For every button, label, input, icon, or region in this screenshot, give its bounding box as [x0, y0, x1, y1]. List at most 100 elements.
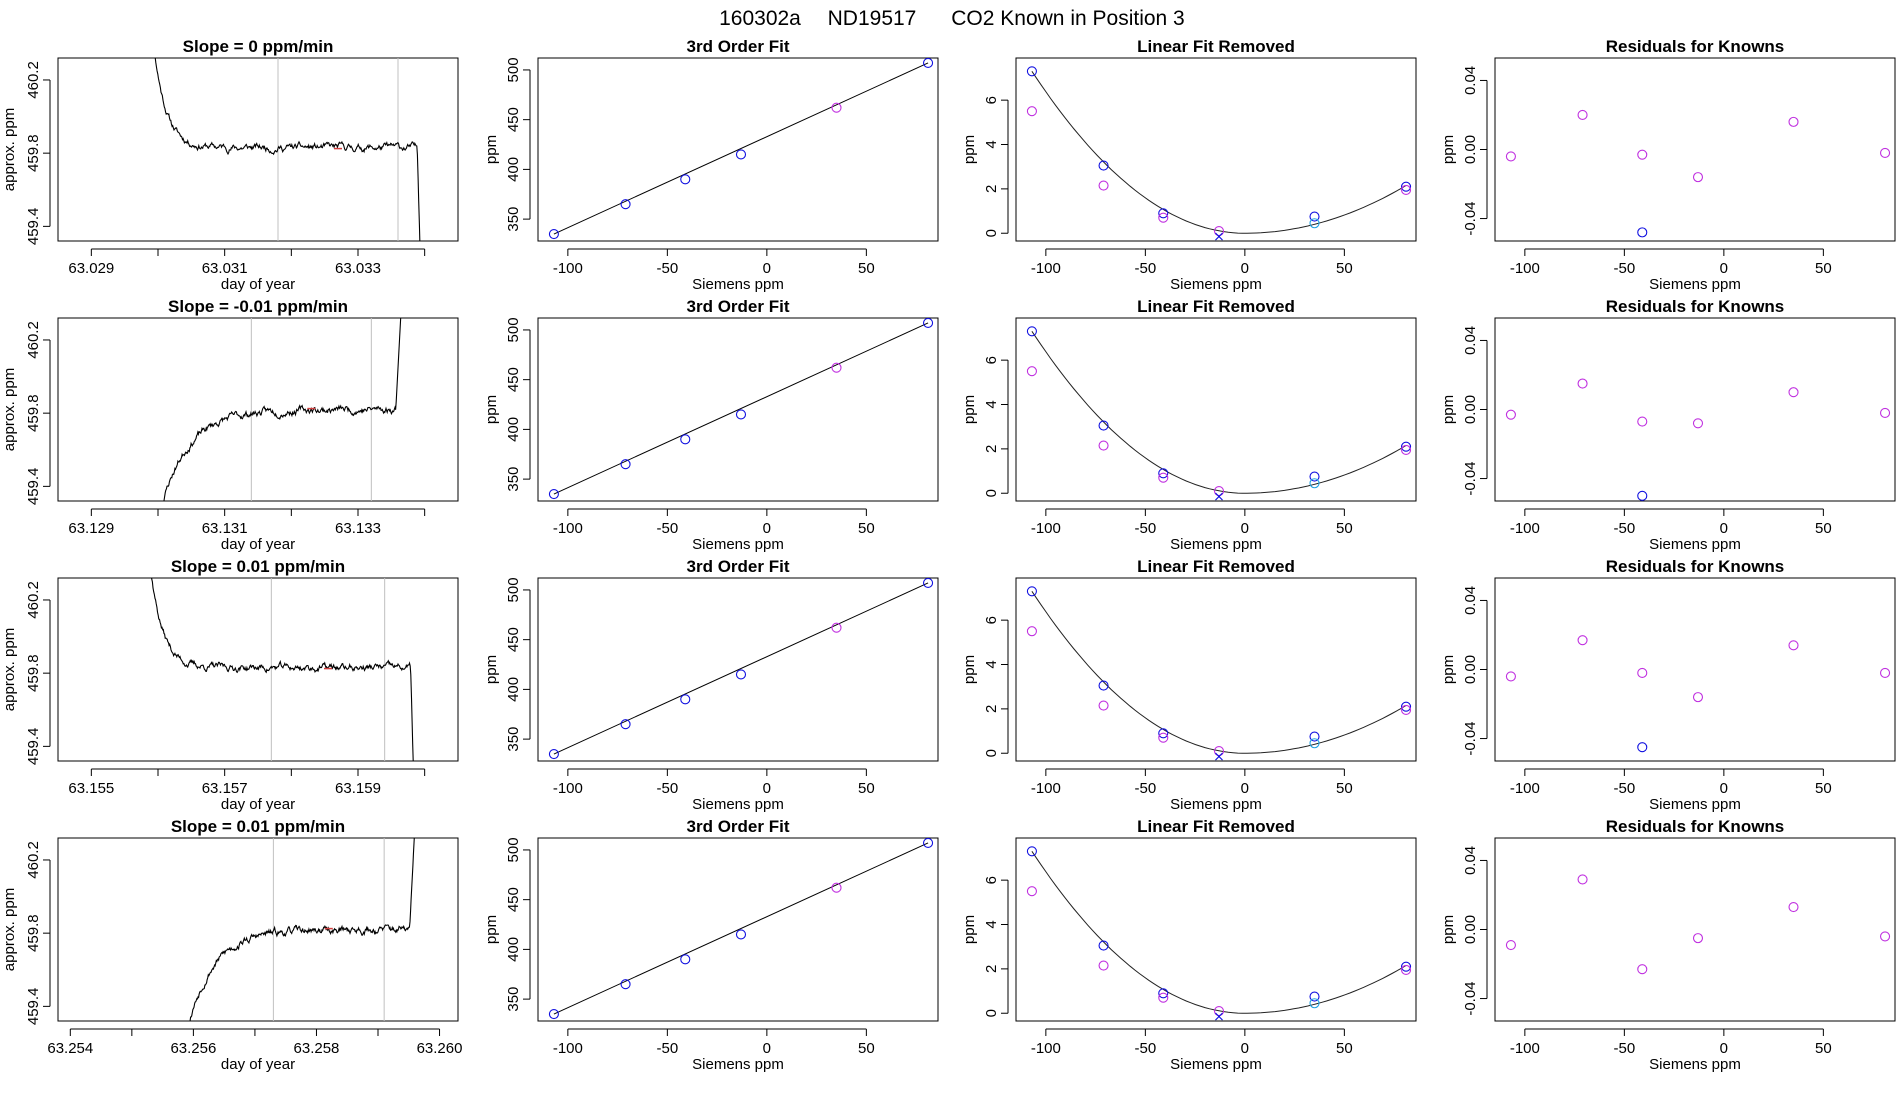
panel-residuals-row-3: Residuals for Knowns -100 -50 0 50 Siemens pp…	[1440, 557, 1896, 813]
x-tick-label: -50	[657, 1040, 679, 1057]
data-point	[1213, 1005, 1225, 1017]
data-point	[1400, 444, 1412, 456]
x-tick-label: -50	[1614, 260, 1636, 277]
x-tick-label: -50	[1614, 520, 1636, 537]
x-tick-label: -100	[1510, 520, 1540, 537]
y-axis-label: approx. ppm	[1, 628, 18, 711]
y-tick-label: 450	[505, 627, 522, 652]
y-tick-label: 0	[983, 229, 1000, 237]
panel-fit-row-1: 3rd Order Fit -100 -50 0 50 Siemens ppm 350 400…	[483, 37, 939, 293]
y-tick-label: 0.00	[1462, 915, 1479, 944]
plot-title: 3rd Order Fit	[687, 297, 790, 316]
y-tick-label: 459.4	[25, 468, 42, 506]
x-tick-label: 50	[858, 520, 875, 537]
x-tick-label: -100	[1031, 780, 1061, 797]
y-tick-label: 459.4	[25, 728, 42, 766]
data-point	[1309, 211, 1320, 222]
panel-fit-row-2: 3rd Order Fit -100 -50 0 50 Siemens ppm 350 400…	[483, 297, 939, 553]
y-axis-label: ppm	[961, 395, 978, 424]
y-tick-label: 459.8	[25, 654, 42, 692]
fit-curve	[553, 322, 929, 495]
data-point	[1577, 109, 1588, 121]
x-tick-label: 0	[1241, 1040, 1249, 1057]
data-point	[1158, 472, 1169, 483]
x-tick-label: 50	[858, 1040, 875, 1057]
x-tick-label: -50	[1614, 780, 1636, 797]
data-point	[1692, 692, 1704, 703]
data-point	[1158, 732, 1169, 743]
data-point	[1879, 667, 1891, 679]
x-axis-label: Siemens ppm	[692, 1056, 784, 1073]
y-tick-label: 0.04	[1462, 846, 1479, 875]
y-tick-label: -0.04	[1462, 981, 1479, 1015]
data-point	[1692, 933, 1704, 944]
data-point	[1637, 416, 1648, 427]
y-axis-label: ppm	[483, 915, 500, 944]
plot-area	[1026, 326, 1412, 501]
fit-curve	[553, 62, 929, 235]
plot-area	[1505, 109, 1891, 238]
y-tick-label: 2	[983, 445, 1000, 453]
data-point	[735, 149, 747, 160]
data-point	[1505, 671, 1516, 682]
x-tick-label: 50	[1815, 1040, 1832, 1057]
plot-frame	[1494, 57, 1896, 242]
data-point	[620, 199, 631, 210]
x-tick-label: -50	[1614, 1040, 1636, 1057]
x-axis-label: Siemens ppm	[692, 796, 784, 813]
x-tick-label: 0	[763, 260, 771, 277]
data-point	[1026, 626, 1037, 637]
x-tick-label: 63.155	[68, 780, 114, 797]
data-point	[1400, 441, 1412, 452]
x-tick-label: 50	[1815, 780, 1832, 797]
plot-area	[1026, 846, 1412, 1021]
data-point	[1098, 700, 1109, 711]
y-axis-label: ppm	[483, 655, 500, 684]
x-tick-label: -50	[1135, 260, 1157, 277]
x-axis-label: Siemens ppm	[1649, 1056, 1741, 1073]
x-axis-label: Siemens ppm	[1649, 276, 1741, 293]
figure-title-instrument: ND19517	[828, 7, 917, 30]
x-tick-label: 0	[1241, 780, 1249, 797]
panel-timeseries-row-2: Slope = -0.01 ppm/min 63.129 63.131 63.133 d…	[1, 297, 459, 553]
data-point	[680, 694, 691, 705]
x-tick-label: 0	[1720, 1040, 1728, 1057]
x-tick-label: 0	[763, 1040, 771, 1057]
y-tick-label: 400	[505, 417, 522, 442]
y-tick-label: 459.8	[25, 134, 42, 172]
data-point-cross	[1215, 1012, 1223, 1021]
data-point	[735, 409, 747, 420]
y-tick-label: 460.2	[25, 841, 42, 879]
x-tick-label: 50	[858, 780, 875, 797]
panel-timeseries-row-4: Slope = 0.01 ppm/min 63.254 63.256 63.258 63…	[1, 817, 463, 1073]
plot-frame	[57, 317, 459, 502]
x-tick-label: 63.033	[335, 260, 381, 277]
y-tick-label: 0	[983, 1009, 1000, 1017]
y-tick-label: 0	[983, 749, 1000, 757]
data-point	[548, 748, 559, 760]
y-tick-label: 6	[983, 96, 1000, 104]
plot-title: Slope = 0.01 ppm/min	[171, 557, 345, 576]
data-point-cross	[1215, 752, 1223, 761]
data-point	[620, 719, 631, 730]
quadratic-fit-curve	[1031, 851, 1407, 1014]
plot-area	[1026, 66, 1412, 241]
y-axis-label: ppm	[961, 655, 978, 684]
x-tick-label: 0	[1720, 780, 1728, 797]
y-tick-label: 4	[983, 140, 1000, 148]
data-point	[1098, 680, 1109, 691]
x-tick-label: -100	[553, 260, 583, 277]
data-point	[548, 1008, 559, 1020]
plot-frame	[537, 837, 939, 1022]
data-point	[1098, 940, 1109, 951]
x-tick-label: 63.260	[417, 1040, 463, 1057]
data-point	[1026, 366, 1037, 377]
quadratic-fit-curve	[1031, 71, 1407, 234]
concentration-trace	[163, 318, 402, 501]
y-tick-label: 4	[983, 400, 1000, 408]
data-point-cross	[1215, 492, 1223, 501]
x-axis-label: Siemens ppm	[1649, 796, 1741, 813]
x-tick-label: 50	[858, 260, 875, 277]
concentration-trace	[189, 838, 415, 1021]
